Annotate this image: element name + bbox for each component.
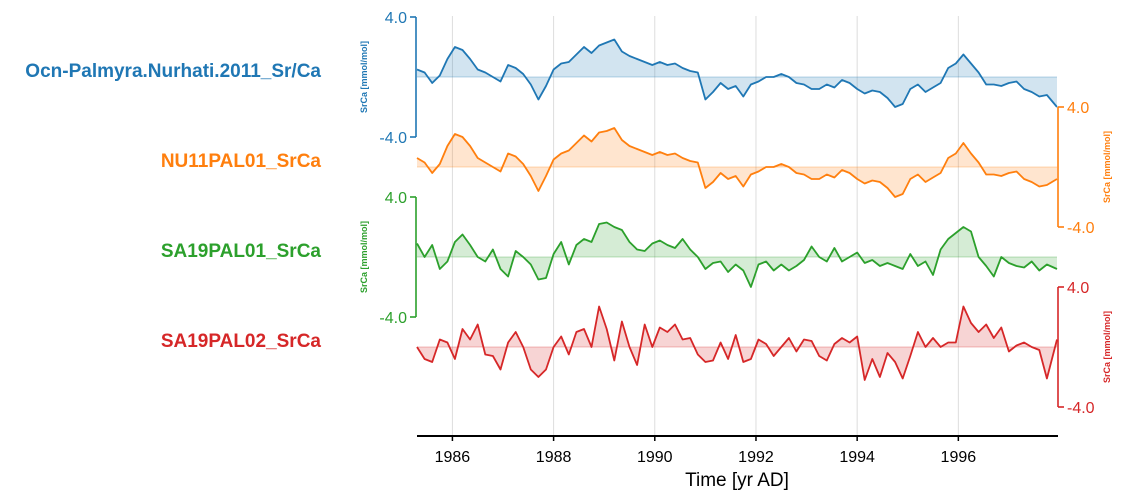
series-fill-3	[417, 222, 1057, 287]
x-grid-lines	[451, 16, 959, 436]
y-tick-label-2-2: -4.0	[1067, 220, 1095, 237]
y-tick-label-3-1: 4.0	[385, 190, 407, 207]
series-line-1	[416, 38, 1058, 108]
x-tick-label-1992: 1992	[738, 449, 774, 466]
x-tick-label-1990: 1990	[637, 449, 673, 466]
series-fill-2	[417, 128, 1057, 197]
series-name-label-1: Ocn-Palmyra.Nurhati.2011_Sr/Ca	[25, 61, 321, 82]
series-panels: 4.0 -4.0 SrCa [mmol/mol] Ocn-Palmyra.Nurhat…	[25, 10, 1112, 417]
series-line-2	[416, 127, 1058, 198]
y-axis-label-4: SrCa [mmol/mol]	[1102, 311, 1112, 383]
y-tick-label-4-1: 4.0	[1067, 280, 1089, 297]
series-line-3	[416, 221, 1058, 288]
series-fill-1	[417, 39, 1057, 107]
series-line-4	[416, 305, 1058, 381]
y-tick-label-3-2: -4.0	[379, 310, 407, 327]
x-axis: 1986 1988 1990 1992 1994 1996 Time [yr AD]	[417, 435, 1058, 491]
y-axis-label-2: SrCa [mmol/mol]	[1102, 131, 1112, 203]
y-axis-label-1: SrCa [mmol/mol]	[359, 41, 369, 113]
series-panel-3: 4.0 -4.0 SrCa [mmol/mol] SA19PAL01_SrCa	[161, 190, 1058, 327]
series-panel-4: 4.0 -4.0 SrCa [mmol/mol] SA19PAL02_SrCa	[161, 280, 1112, 417]
y-tick-label-2-1: 4.0	[1067, 100, 1089, 117]
x-tick-label-1996: 1996	[941, 449, 977, 466]
series-panel-1: 4.0 -4.0 SrCa [mmol/mol] Ocn-Palmyra.Nurhat…	[25, 10, 1058, 147]
y-tick-label-1-1: 4.0	[385, 10, 407, 27]
x-tick-label-1986: 1986	[435, 449, 471, 466]
x-tick-label-1994: 1994	[839, 449, 875, 466]
y-axis-label-3: SrCa [mmol/mol]	[359, 221, 369, 293]
series-name-label-4: SA19PAL02_SrCa	[161, 331, 322, 352]
x-axis-label: Time [yr AD]	[685, 470, 789, 491]
series-name-label-2: NU11PAL01_SrCa	[161, 151, 322, 172]
y-tick-label-1-2: -4.0	[379, 130, 407, 147]
series-fill-4	[417, 306, 1057, 380]
x-tick-label-1988: 1988	[536, 449, 572, 466]
series-panel-2: 4.0 -4.0 SrCa [mmol/mol] NU11PAL01_SrCa	[161, 100, 1112, 237]
series-name-label-3: SA19PAL01_SrCa	[161, 241, 322, 262]
y-tick-label-4-2: -4.0	[1067, 400, 1095, 417]
